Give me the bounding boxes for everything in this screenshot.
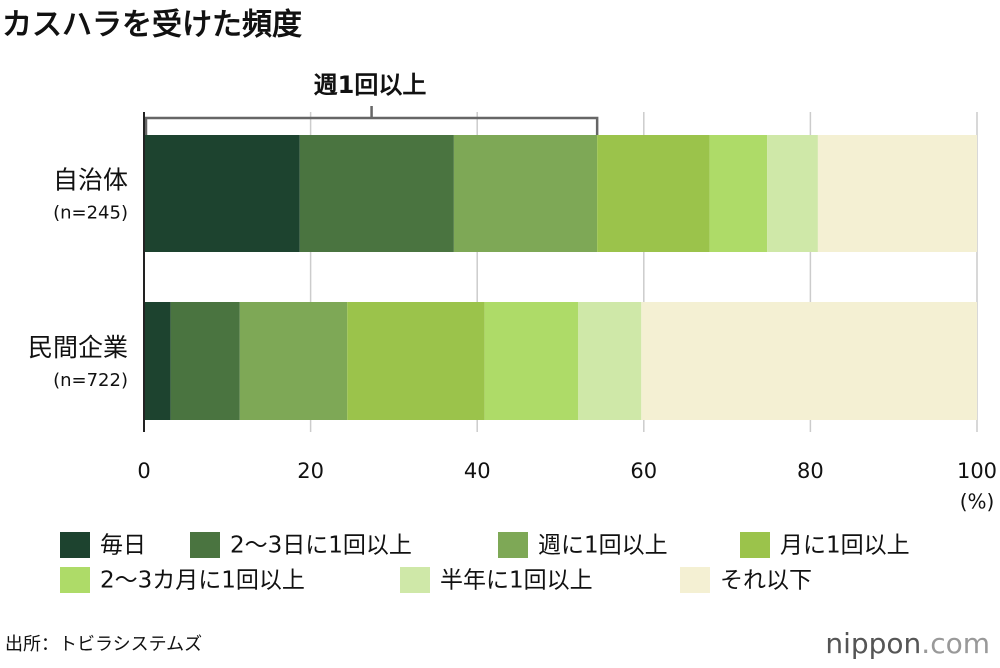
legend-swatch — [740, 532, 770, 558]
bar-segment — [144, 135, 300, 252]
legend-label: 週に1回以上 — [538, 533, 668, 559]
bar-segment — [597, 135, 710, 252]
chart-title: カスハラを受けた頻度 — [2, 8, 302, 43]
bar-segment — [484, 302, 578, 420]
bar-segment — [641, 302, 977, 420]
bar-segment — [347, 302, 485, 420]
x-tick-label: 0 — [137, 459, 150, 483]
category-label: 民間企業 — [28, 333, 128, 362]
logo: nippon.com — [825, 627, 990, 660]
x-tick-label: 60 — [630, 459, 657, 483]
legend-label: 毎日 — [100, 533, 146, 559]
legend-swatch — [60, 567, 90, 593]
legend-swatch — [190, 532, 220, 558]
legend-label: 半年に1回以上 — [440, 568, 593, 594]
bar-segment — [767, 135, 818, 252]
bar-segment — [709, 135, 768, 252]
sample-size: (n=722) — [53, 370, 128, 391]
bar-segment — [453, 135, 598, 252]
bar-segment — [239, 302, 348, 420]
legend-swatch — [400, 567, 430, 593]
x-tick-label: 20 — [297, 459, 324, 483]
logo-suffix: .com — [921, 627, 990, 660]
bar-segment — [299, 135, 454, 252]
bar-segment — [144, 302, 171, 420]
category-label: 自治体 — [53, 166, 128, 195]
legend-label: 2〜3日に1回以上 — [230, 533, 412, 559]
x-tick-label: 40 — [464, 459, 491, 483]
legend-swatch — [498, 532, 528, 558]
legend-swatch — [60, 532, 90, 558]
bar-segment — [817, 135, 977, 252]
bar-segment — [170, 302, 240, 420]
sample-size: (n=245) — [53, 203, 128, 224]
x-unit: (%) — [960, 490, 995, 514]
legend-label: 月に1回以上 — [780, 533, 910, 559]
legend-label: それ以下 — [720, 568, 812, 594]
x-tick-label: 100 — [957, 459, 997, 483]
x-tick-label: 80 — [797, 459, 824, 483]
source: 出所：トビラシステムズ — [5, 634, 202, 655]
bar-segment — [577, 302, 642, 420]
legend-label: 2〜3カ月に1回以上 — [100, 568, 305, 594]
legend-swatch — [680, 567, 710, 593]
bracket-label: 週1回以上 — [314, 71, 427, 99]
logo-name: nippon — [825, 627, 921, 660]
bracket — [144, 106, 599, 135]
